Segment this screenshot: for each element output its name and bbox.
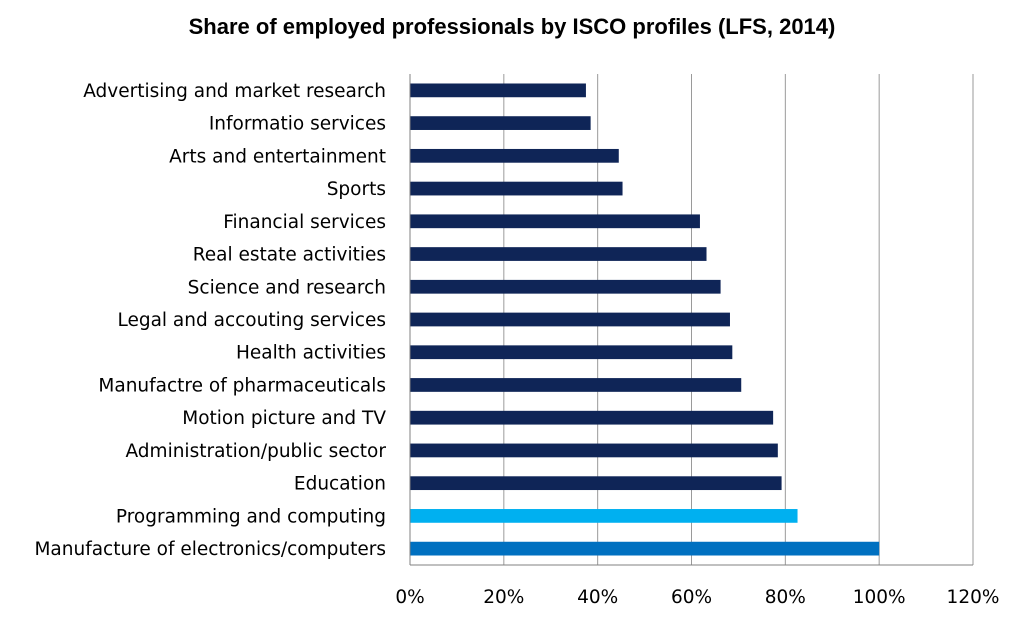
x-tick-label: 20% bbox=[483, 587, 524, 608]
category-label: Education bbox=[294, 474, 386, 495]
x-tick-label: 80% bbox=[765, 587, 806, 608]
x-tick-label: 120% bbox=[947, 587, 1000, 608]
x-tick-label: 100% bbox=[853, 587, 906, 608]
category-label: Manufactre of pharmaceuticals bbox=[98, 375, 386, 396]
category-label: Legal and accouting services bbox=[117, 310, 386, 331]
x-tick-label: 60% bbox=[671, 587, 712, 608]
category-label: Financial services bbox=[223, 212, 386, 233]
bar bbox=[410, 378, 742, 392]
category-label: Informatio services bbox=[209, 114, 386, 135]
category-labels: Advertising and market research Informati… bbox=[34, 81, 386, 560]
bar bbox=[410, 214, 700, 229]
bar bbox=[410, 83, 586, 98]
bar bbox=[410, 410, 774, 425]
category-label: Science and research bbox=[188, 277, 386, 298]
category-label: Motion picture and TV bbox=[182, 408, 386, 429]
category-label: Administration/public sector bbox=[125, 441, 386, 462]
x-tick-labels: 0% 20% 40% 60% 80% 100% 120% bbox=[395, 587, 999, 608]
bar bbox=[410, 509, 798, 523]
bar bbox=[410, 443, 778, 458]
category-label: Arts and entertainment bbox=[169, 146, 386, 167]
axes bbox=[409, 74, 973, 566]
chart-title: Share of employed professionals by ISCO … bbox=[188, 14, 836, 39]
bar bbox=[410, 148, 619, 163]
bars bbox=[410, 83, 880, 556]
category-label: Health activities bbox=[236, 343, 386, 364]
x-tick-label: 40% bbox=[577, 587, 618, 608]
bar bbox=[410, 345, 733, 360]
bar bbox=[410, 541, 880, 556]
category-label: Sports bbox=[327, 179, 386, 200]
category-label: Real estate activities bbox=[193, 245, 386, 266]
bar bbox=[410, 181, 623, 196]
category-label: Advertising and market research bbox=[83, 81, 386, 102]
bar bbox=[410, 279, 721, 294]
bar bbox=[410, 116, 591, 130]
category-label: Programming and computing bbox=[116, 506, 386, 527]
bar bbox=[410, 312, 730, 327]
bar bbox=[410, 247, 707, 261]
bar bbox=[410, 476, 782, 491]
category-label: Manufacture of electronics/computers bbox=[34, 539, 386, 560]
x-tick-label: 0% bbox=[395, 587, 424, 608]
